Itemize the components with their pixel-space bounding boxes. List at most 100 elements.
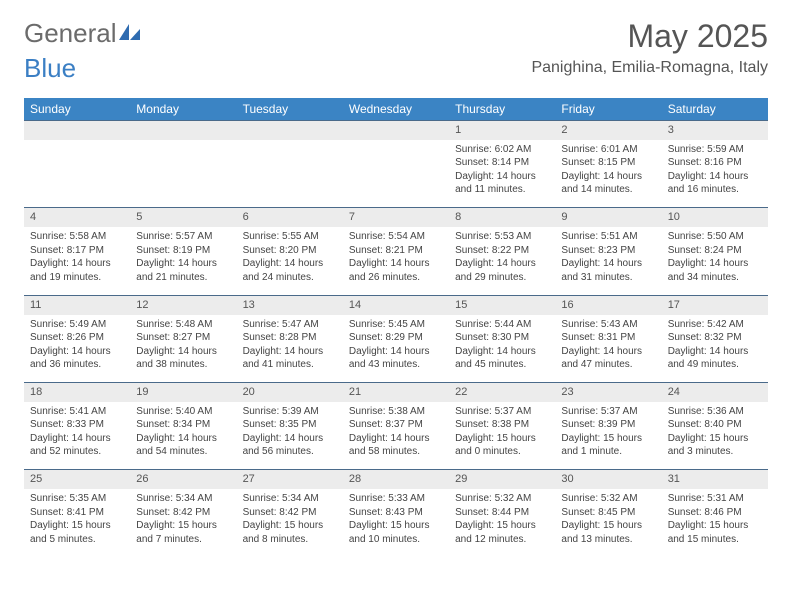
sunrise-text: Sunrise: 6:01 AM bbox=[561, 143, 655, 157]
weekday-header: Monday bbox=[130, 98, 236, 121]
day1-text: Daylight: 15 hours bbox=[561, 519, 655, 533]
logo-word1: General bbox=[24, 18, 117, 49]
sunset-text: Sunset: 8:31 PM bbox=[561, 331, 655, 345]
day-number bbox=[237, 121, 343, 140]
sunrise-text: Sunrise: 5:53 AM bbox=[455, 230, 549, 244]
day1-text: Daylight: 15 hours bbox=[455, 432, 549, 446]
day-number: 5 bbox=[130, 208, 236, 227]
weekday-header: Tuesday bbox=[237, 98, 343, 121]
day-detail-row: Sunrise: 5:41 AMSunset: 8:33 PM Daylight:… bbox=[24, 402, 768, 470]
sunset-text: Sunset: 8:42 PM bbox=[243, 506, 337, 520]
sunrise-text: Sunrise: 5:50 AM bbox=[668, 230, 762, 244]
day2-text: and 43 minutes. bbox=[349, 358, 443, 372]
day-cell: Sunrise: 5:42 AMSunset: 8:32 PMDaylight:… bbox=[662, 315, 768, 383]
sunrise-text: Sunrise: 5:59 AM bbox=[668, 143, 762, 157]
day-number: 12 bbox=[130, 295, 236, 314]
day-number: 24 bbox=[662, 383, 768, 402]
day1-text: Daylight: 14 hours bbox=[455, 345, 549, 359]
sunset-text: Sunset: 8:37 PM bbox=[349, 418, 443, 432]
sunset-text: Sunset: 8:15 PM bbox=[561, 156, 655, 170]
day-cell: Sunrise: 5:59 AMSunset: 8:16 PMDaylight:… bbox=[662, 140, 768, 208]
sunset-text: Sunset: 8:30 PM bbox=[455, 331, 549, 345]
sunset-text: Sunset: 8:38 PM bbox=[455, 418, 549, 432]
sunrise-text: Sunrise: 5:44 AM bbox=[455, 318, 549, 332]
calendar-table: Sunday Monday Tuesday Wednesday Thursday… bbox=[24, 98, 768, 557]
day1-text: Daylight: 14 hours bbox=[30, 257, 124, 271]
day-number: 19 bbox=[130, 383, 236, 402]
day2-text: and 24 minutes. bbox=[243, 271, 337, 285]
sunrise-text: Sunrise: 5:55 AM bbox=[243, 230, 337, 244]
sunset-text: Sunset: 8:43 PM bbox=[349, 506, 443, 520]
day-cell bbox=[130, 140, 236, 208]
day2-text: and 14 minutes. bbox=[561, 183, 655, 197]
sunset-text: Sunset: 8:29 PM bbox=[349, 331, 443, 345]
day2-text: and 5 minutes. bbox=[30, 533, 124, 547]
day1-text: Daylight: 14 hours bbox=[668, 257, 762, 271]
sunset-text: Sunset: 8:34 PM bbox=[136, 418, 230, 432]
sunrise-text: Sunrise: 5:58 AM bbox=[30, 230, 124, 244]
day-number: 4 bbox=[24, 208, 130, 227]
day2-text: and 1 minute. bbox=[561, 445, 655, 459]
sunset-text: Sunset: 8:20 PM bbox=[243, 244, 337, 258]
sunset-text: Sunset: 8:27 PM bbox=[136, 331, 230, 345]
day-cell: Sunrise: 5:55 AMSunset: 8:20 PMDaylight:… bbox=[237, 227, 343, 295]
day2-text: and 12 minutes. bbox=[455, 533, 549, 547]
day-detail-row: Sunrise: 6:02 AMSunset: 8:14 PMDaylight:… bbox=[24, 140, 768, 208]
day-number: 8 bbox=[449, 208, 555, 227]
day-number: 13 bbox=[237, 295, 343, 314]
sunrise-text: Sunrise: 5:31 AM bbox=[668, 492, 762, 506]
day-number: 27 bbox=[237, 470, 343, 489]
day1-text: Daylight: 15 hours bbox=[349, 519, 443, 533]
day-cell: Sunrise: 5:47 AMSunset: 8:28 PMDaylight:… bbox=[237, 315, 343, 383]
day1-text: Daylight: 14 hours bbox=[136, 432, 230, 446]
logo-sail-icon bbox=[119, 18, 141, 49]
day2-text: and 10 minutes. bbox=[349, 533, 443, 547]
day1-text: Daylight: 14 hours bbox=[561, 170, 655, 184]
day-number: 10 bbox=[662, 208, 768, 227]
day1-text: Daylight: 15 hours bbox=[30, 519, 124, 533]
sunrise-text: Sunrise: 5:57 AM bbox=[136, 230, 230, 244]
sunrise-text: Sunrise: 5:37 AM bbox=[455, 405, 549, 419]
day2-text: and 16 minutes. bbox=[668, 183, 762, 197]
day1-text: Daylight: 15 hours bbox=[243, 519, 337, 533]
sunset-text: Sunset: 8:26 PM bbox=[30, 331, 124, 345]
weekday-header: Thursday bbox=[449, 98, 555, 121]
day-number: 9 bbox=[555, 208, 661, 227]
day-cell: Sunrise: 5:43 AMSunset: 8:31 PMDaylight:… bbox=[555, 315, 661, 383]
day-detail-row: Sunrise: 5:58 AMSunset: 8:17 PMDaylight:… bbox=[24, 227, 768, 295]
sunrise-text: Sunrise: 5:41 AM bbox=[30, 405, 124, 419]
day2-text: and 19 minutes. bbox=[30, 271, 124, 285]
weekday-header: Friday bbox=[555, 98, 661, 121]
day-number: 18 bbox=[24, 383, 130, 402]
sunrise-text: Sunrise: 5:43 AM bbox=[561, 318, 655, 332]
day2-text: and 11 minutes. bbox=[455, 183, 549, 197]
day2-text: and 34 minutes. bbox=[668, 271, 762, 285]
day-cell: Sunrise: 5:50 AMSunset: 8:24 PMDaylight:… bbox=[662, 227, 768, 295]
sunset-text: Sunset: 8:33 PM bbox=[30, 418, 124, 432]
sunset-text: Sunset: 8:40 PM bbox=[668, 418, 762, 432]
day2-text: and 52 minutes. bbox=[30, 445, 124, 459]
day-cell: Sunrise: 5:32 AMSunset: 8:45 PMDaylight:… bbox=[555, 489, 661, 557]
sunset-text: Sunset: 8:21 PM bbox=[349, 244, 443, 258]
day-cell: Sunrise: 5:51 AMSunset: 8:23 PMDaylight:… bbox=[555, 227, 661, 295]
day-cell: Sunrise: 5:38 AMSunset: 8:37 PMDaylight:… bbox=[343, 402, 449, 470]
day1-text: Daylight: 15 hours bbox=[455, 519, 549, 533]
sunrise-text: Sunrise: 5:32 AM bbox=[455, 492, 549, 506]
sunrise-text: Sunrise: 5:51 AM bbox=[561, 230, 655, 244]
sunset-text: Sunset: 8:39 PM bbox=[561, 418, 655, 432]
day1-text: Daylight: 14 hours bbox=[561, 345, 655, 359]
sunrise-text: Sunrise: 5:32 AM bbox=[561, 492, 655, 506]
day2-text: and 54 minutes. bbox=[136, 445, 230, 459]
sunrise-text: Sunrise: 5:39 AM bbox=[243, 405, 337, 419]
day-cell: Sunrise: 5:54 AMSunset: 8:21 PMDaylight:… bbox=[343, 227, 449, 295]
sunrise-text: Sunrise: 5:36 AM bbox=[668, 405, 762, 419]
day-cell bbox=[343, 140, 449, 208]
day2-text: and 38 minutes. bbox=[136, 358, 230, 372]
sunrise-text: Sunrise: 5:47 AM bbox=[243, 318, 337, 332]
day-cell: Sunrise: 5:57 AMSunset: 8:19 PMDaylight:… bbox=[130, 227, 236, 295]
day2-text: and 0 minutes. bbox=[455, 445, 549, 459]
day-number bbox=[24, 121, 130, 140]
day2-text: and 29 minutes. bbox=[455, 271, 549, 285]
day-number: 7 bbox=[343, 208, 449, 227]
day-number: 6 bbox=[237, 208, 343, 227]
